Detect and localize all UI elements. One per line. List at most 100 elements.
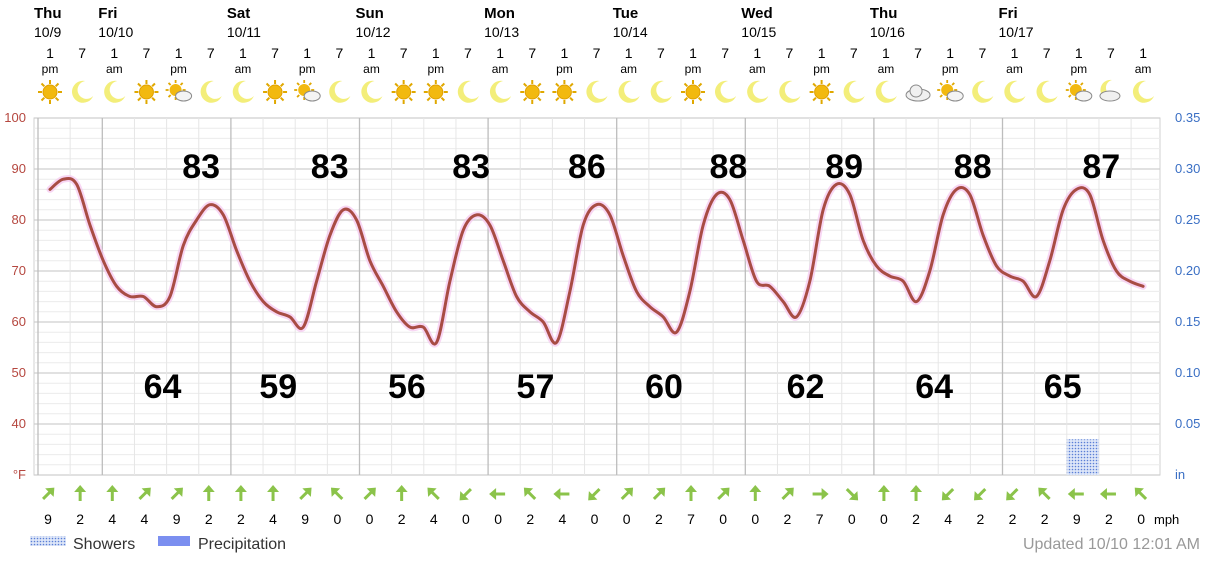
legend-showers-label: Showers <box>73 536 135 553</box>
wind-row: 9 2 4 4 9 2 2 4 9 0 0 2 4 0 0 2 4 0 0 2 7 0 0 2 7 0 0 2 4 2 2 2 9 2 0 mph <box>41 485 1179 527</box>
wind-speed: 0 <box>848 511 856 527</box>
day-name: Sat <box>227 5 250 22</box>
low-temp-label: 60 <box>645 368 683 406</box>
time-ampm: pm <box>556 62 573 76</box>
time-hour: 1 <box>946 45 954 61</box>
time-ampm: pm <box>299 62 316 76</box>
wind-speed: 4 <box>944 511 952 527</box>
time-ampm: am <box>492 62 509 76</box>
wind-unit: mph <box>1154 512 1179 527</box>
sun-ray <box>951 82 955 86</box>
time-ampm: pm <box>427 62 444 76</box>
time-ampm: am <box>363 62 380 76</box>
moon-shape <box>586 80 608 103</box>
moon-icon <box>361 80 383 103</box>
wind-arrow-icon <box>330 487 344 501</box>
moon-icon <box>650 80 672 103</box>
time-ampm: am <box>620 62 637 76</box>
partly-cloudy-icon <box>1065 80 1093 102</box>
legend-precipitation-label: Precipitation <box>198 536 286 553</box>
moon-shape <box>457 80 479 103</box>
updated-timestamp: Updated 10/10 12:01 AM <box>1023 536 1200 553</box>
wind-arrow-head <box>941 491 952 501</box>
wind-arrow-head <box>267 485 280 492</box>
time-ampm: am <box>1135 62 1152 76</box>
cloud-shape <box>1099 90 1121 102</box>
wind-speed: 9 <box>173 511 181 527</box>
moon-icon <box>232 80 254 103</box>
partly-cloudy-icon <box>165 80 193 102</box>
high-temp-label: 83 <box>311 148 349 186</box>
wind-arrow-icon <box>973 487 987 501</box>
day-name: Wed <box>741 5 772 22</box>
sun-ray <box>426 82 431 88</box>
time-ampm: pm <box>170 62 187 76</box>
time-hour: 7 <box>528 45 536 61</box>
low-temp-label: 62 <box>787 368 825 406</box>
time-hour: 1 <box>1011 45 1019 61</box>
time-ampm: pm <box>813 62 830 76</box>
wind-speed: 2 <box>1105 511 1113 527</box>
sun-ray <box>408 96 413 102</box>
wind-arrow-head <box>459 491 469 501</box>
low-temp-label: 64 <box>915 368 953 406</box>
wind-speed: 2 <box>237 511 245 527</box>
time-ampm: am <box>1006 62 1023 76</box>
moon-shape <box>361 80 383 103</box>
wind-speed: 2 <box>976 511 984 527</box>
right-axis-tick: 0.20 <box>1175 263 1200 278</box>
moon-icon <box>200 80 222 103</box>
wind-arrow-icon <box>202 485 215 501</box>
moon-shape <box>714 80 737 103</box>
legend: Showers Precipitation <box>30 536 286 553</box>
time-hour: 1 <box>496 45 504 61</box>
wind-speed: 0 <box>751 511 759 527</box>
moon-shape <box>489 80 512 103</box>
time-hour: 1 <box>46 45 54 61</box>
wind-speed: 0 <box>494 511 502 527</box>
wind-speed: 7 <box>816 511 824 527</box>
time-hour: 7 <box>207 45 215 61</box>
left-axis-unit: °F <box>13 467 26 482</box>
sun-disc <box>556 84 572 100</box>
wind-speed: 2 <box>526 511 534 527</box>
day-name: Thu <box>870 5 898 22</box>
wind-speed: 0 <box>366 511 374 527</box>
wind-speed: 9 <box>1073 511 1081 527</box>
wind-arrow-head <box>588 491 598 501</box>
left-axis-tick: 60 <box>12 314 26 329</box>
moon-shape <box>104 80 126 103</box>
moon-icon <box>747 80 769 103</box>
high-temp-label: 88 <box>954 148 992 186</box>
moon-icon <box>875 80 897 103</box>
wind-speed: 2 <box>784 511 792 527</box>
time-hour: 1 <box>561 45 569 61</box>
wind-arrow-head <box>973 491 984 501</box>
wind-arrow-icon <box>299 487 312 501</box>
wind-arrow-icon <box>1134 487 1148 501</box>
moon-icon <box>586 80 608 103</box>
wind-arrow-icon <box>845 487 859 501</box>
sun-ray <box>167 94 172 98</box>
time-hour: 1 <box>1139 45 1147 61</box>
sun-ray <box>296 82 300 86</box>
sun-ray <box>555 82 560 88</box>
sun-ray <box>265 96 271 102</box>
sun-disc <box>396 84 412 100</box>
day-name: Fri <box>999 5 1018 22</box>
sun-icon <box>520 80 545 104</box>
time-ampm: pm <box>1070 62 1087 76</box>
wind-speed: 2 <box>1041 511 1049 527</box>
wind-arrow-icon <box>588 487 601 501</box>
left-axis-tick: 40 <box>12 416 26 431</box>
wind-arrow-head <box>366 487 376 497</box>
wind-arrow-head <box>45 487 55 497</box>
day-date: 10/13 <box>484 24 519 40</box>
high-low-labels: 83 83 83 86 88 89 88 87 64 59 56 57 60 62 64 65 <box>144 148 1121 406</box>
wind-arrow-icon <box>1006 487 1019 501</box>
sun-ray <box>137 82 142 88</box>
wind-arrow-head <box>821 488 829 500</box>
cloud-shape <box>1075 90 1093 102</box>
sun-icon <box>134 80 159 104</box>
